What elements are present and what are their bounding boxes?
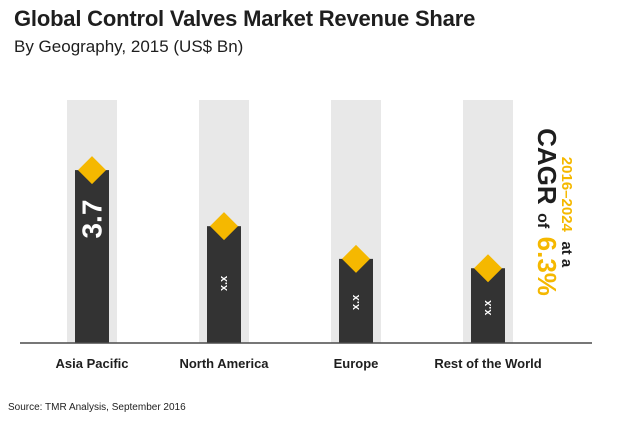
cagr-value: 6.3% [532,237,562,296]
category-label: Asia Pacific [56,356,129,371]
cagr-period: 2016–2024 [558,157,575,233]
bar-marker [342,244,370,273]
data-label: 3.7 [77,200,108,239]
bar-marker [78,156,106,185]
data-label: x.x [482,299,494,315]
cagr-suffix: at a [558,241,575,268]
cagr-annotation-main: CAGR of 6.3% [532,128,562,296]
bar-marker [210,212,238,241]
source-note: Source: TMR Analysis, September 2016 [8,402,186,413]
data-label: x.x [218,275,230,291]
cagr-annotation: 2016–2024 at a [558,157,575,268]
chart-subtitle: By Geography, 2015 (US$ Bn) [14,37,244,56]
category-label: North America [179,356,269,371]
svg-text:CAGR of 6.3%: CAGR of 6.3% [532,128,562,296]
bar-marker [474,254,502,283]
bar [339,258,373,343]
cagr-word: CAGR [532,128,562,205]
category-label: Rest of the World [434,356,541,371]
cagr-of: of [534,213,551,229]
svg-text:2016–2024 at a: 2016–2024 at a [558,157,575,268]
data-label: x.x [350,294,362,310]
category-label: Europe [334,356,379,371]
chart-title: Global Control Valves Market Revenue Sha… [14,6,476,31]
bar [75,170,109,343]
bar [207,226,241,343]
